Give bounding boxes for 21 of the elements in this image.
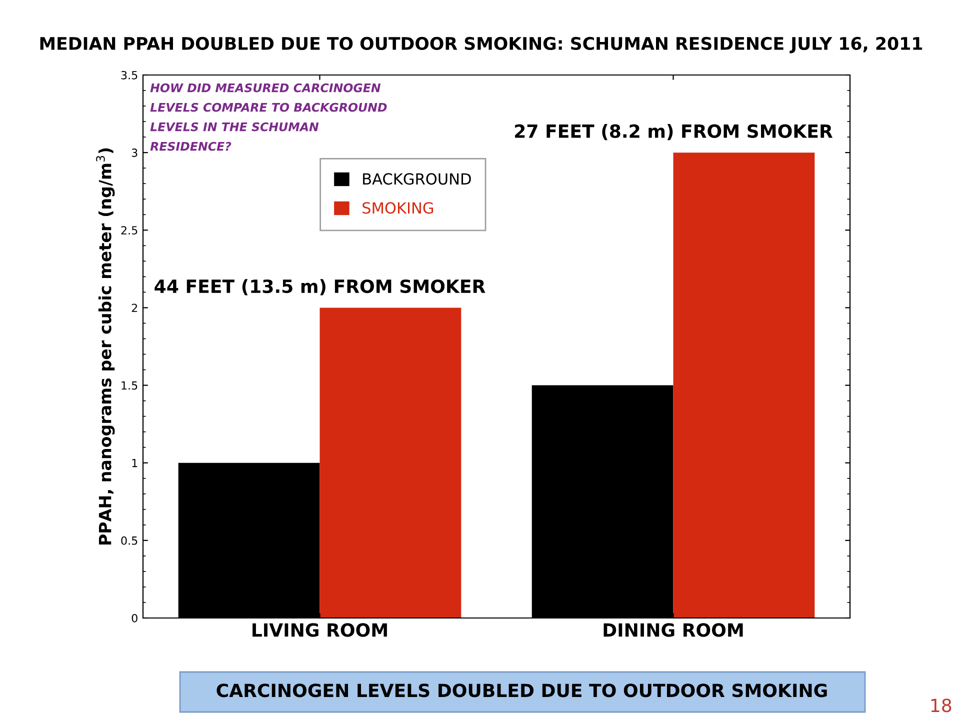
y-tick-label: 0.5 xyxy=(121,536,138,545)
y-tick-label: 1 xyxy=(132,458,138,468)
y-axis-title: PPAH, nanograms per cubic meter (ng/m$^{3}$) xyxy=(96,148,115,545)
x-tick-label: LIVING ROOM xyxy=(252,623,387,637)
legend-label: SMOKING xyxy=(362,202,434,214)
y-tick-label: 1.5 xyxy=(122,381,138,390)
annotation: 27 FEET (8.2 m) FROM SMOKER xyxy=(515,124,833,140)
text: CARCINOGEN LEVELS DOUBLED DUE TO OUTDOOR SMOKING xyxy=(216,684,827,698)
annotation: HOW DID MEASURED CARCINOGEN LEVELS COMPARE TO BACKGROUND LEVELS IN THE SCHUMAN RESIDENCE? xyxy=(150,83,387,151)
bar xyxy=(673,152,815,618)
y-tick-label: 2 xyxy=(132,304,138,312)
annotation: 44 FEET (13.5 m) FROM SMOKER xyxy=(154,279,486,296)
x-tick-label: DINING ROOM xyxy=(604,623,743,637)
chart-title: MEDIAN PPAH DOUBLED DUE TO OUTDOOR SMOKING: SCHUMAN RESIDENCE JULY 16, 2011 xyxy=(40,36,922,54)
y-tick-label: 3.5 xyxy=(121,70,138,80)
y-tick-label: 2.5 xyxy=(121,226,138,235)
legend-label: BACKGROUND xyxy=(363,173,471,185)
bar xyxy=(320,308,462,618)
y-tick-label: 0 xyxy=(132,614,138,622)
text: 18 xyxy=(931,698,952,712)
y-tick-label: 3 xyxy=(132,148,138,157)
